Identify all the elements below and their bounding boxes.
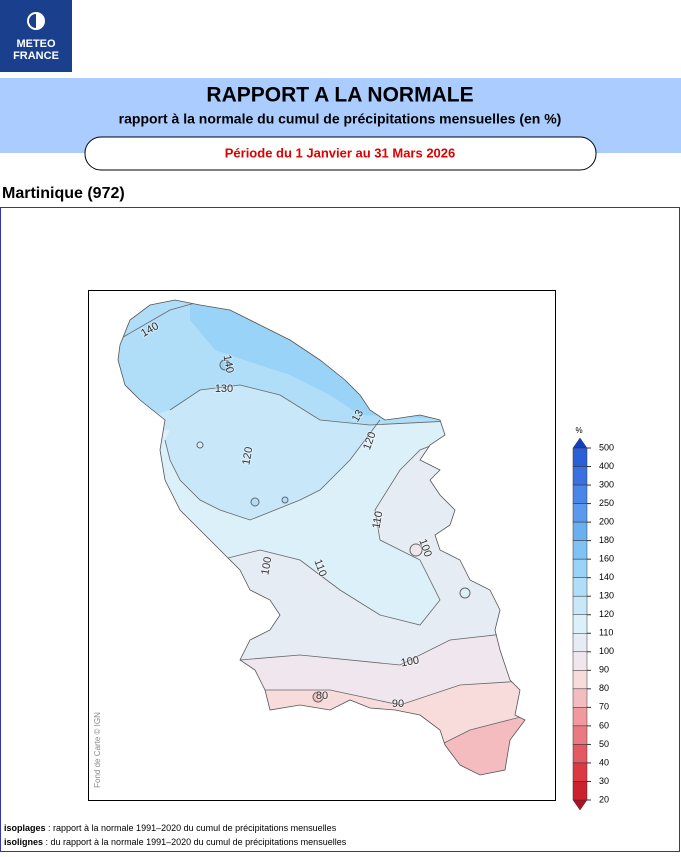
legend-label: 90 xyxy=(599,665,609,675)
legend-cell xyxy=(572,725,588,745)
contour xyxy=(239,629,525,666)
legend-cell xyxy=(572,484,588,504)
region-name: Martinique (972) xyxy=(2,185,125,202)
title: RAPPORT A LA NORMALE xyxy=(206,84,473,107)
contour-label: 130 xyxy=(215,383,233,395)
legend-unit: % xyxy=(575,426,582,435)
contour-label: 100 xyxy=(416,537,434,558)
legend-label: 80 xyxy=(599,683,609,693)
contour xyxy=(219,429,471,626)
isolignes xyxy=(118,302,525,746)
legend-label: 110 xyxy=(599,628,613,638)
legend-cell xyxy=(572,651,588,671)
logo-icon xyxy=(29,14,36,28)
footer-text: : du rapport à la normale 1991–2020 du c… xyxy=(43,837,347,847)
contour xyxy=(260,679,525,706)
footer-note: isoplages : rapport à la normale 1991–20… xyxy=(4,823,337,833)
period-box xyxy=(84,136,597,171)
legend-label: 250 xyxy=(599,498,614,508)
contour-label: 100 xyxy=(400,654,420,669)
contour xyxy=(118,302,196,341)
map-credit: Fond de Carte © IGN xyxy=(93,712,102,788)
footer-term: isolignes xyxy=(4,837,43,847)
legend-label: 20 xyxy=(599,794,609,804)
contour xyxy=(281,496,289,504)
legend-label: 160 xyxy=(599,554,614,564)
contour-label: 110 xyxy=(311,558,328,579)
contour xyxy=(169,384,471,426)
legend-cell xyxy=(572,688,588,708)
legend-cell xyxy=(572,558,588,578)
legend-label: 60 xyxy=(599,720,609,730)
legend-label: 50 xyxy=(599,739,609,749)
logo-text: METEO xyxy=(16,38,56,50)
legend-cell xyxy=(572,466,588,486)
contour xyxy=(439,711,525,746)
footer-text: : rapport à la normale 1991–2020 du cumu… xyxy=(46,823,337,833)
map-box xyxy=(88,290,556,801)
contour xyxy=(219,359,231,371)
legend-label: 180 xyxy=(599,535,614,545)
contour-label: 90 xyxy=(392,698,404,710)
legend-cell xyxy=(572,633,588,653)
contour xyxy=(164,419,381,521)
legend-cell xyxy=(572,447,588,467)
legend-cell xyxy=(572,577,588,597)
legend-below xyxy=(572,799,588,811)
legend-label: 100 xyxy=(599,646,614,656)
legend-above xyxy=(572,437,588,449)
legend-label: 30 xyxy=(599,776,609,786)
legend-cell xyxy=(572,521,588,541)
contour-label: 80 xyxy=(316,690,328,702)
footer-note: isolignes : du rapport à la normale 1991… xyxy=(4,837,347,847)
contour xyxy=(312,691,324,703)
isoplages xyxy=(118,300,525,775)
subtitle: rapport à la normale du cumul de précipi… xyxy=(119,111,562,127)
legend-label: 130 xyxy=(599,591,614,601)
contour-label: 140 xyxy=(221,354,236,374)
footer-term: isoplages xyxy=(4,823,46,833)
legend-cell xyxy=(572,707,588,727)
contour-label: 110 xyxy=(370,510,385,529)
legend-cell xyxy=(572,595,588,615)
legend-label: 70 xyxy=(599,702,609,712)
legend-label: 120 xyxy=(599,609,614,619)
period: Période du 1 Janvier au 31 Mars 2026 xyxy=(225,145,456,160)
contour xyxy=(196,441,204,449)
contour xyxy=(250,497,260,507)
legend-cell xyxy=(572,670,588,690)
logo-text: FRANCE xyxy=(13,50,59,62)
legend-label: 400 xyxy=(599,461,614,471)
contour-label: 100 xyxy=(259,556,274,576)
legend-label: 500 xyxy=(599,442,614,452)
contour-label: 120 xyxy=(240,446,255,466)
legend-cell xyxy=(572,614,588,634)
contour xyxy=(459,587,471,599)
legend-cell xyxy=(572,540,588,560)
legend-cell xyxy=(572,762,588,782)
legend-label: 40 xyxy=(599,757,609,767)
legend-cell xyxy=(572,744,588,764)
legend-cell xyxy=(572,503,588,523)
legend-label: 200 xyxy=(599,516,614,526)
legend-label: 300 xyxy=(599,479,614,489)
legend-cell xyxy=(572,781,588,801)
legend-label: 140 xyxy=(599,572,614,582)
contour xyxy=(409,543,423,557)
